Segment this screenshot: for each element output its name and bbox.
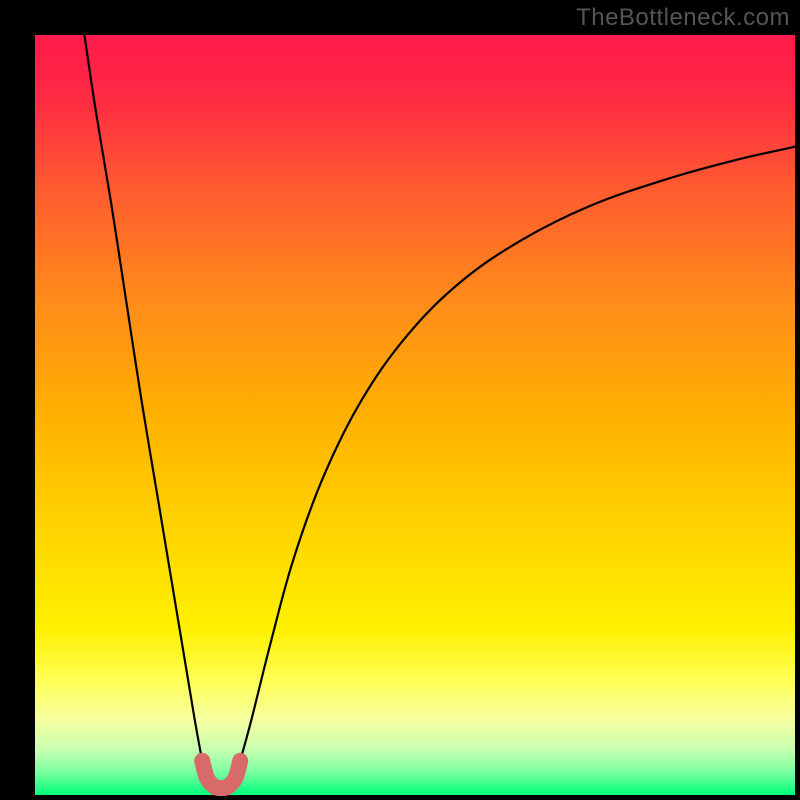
plot-area <box>35 35 795 795</box>
right-curve <box>240 147 795 761</box>
chart-frame: TheBottleneck.com <box>0 0 800 800</box>
watermark-text: TheBottleneck.com <box>576 4 790 32</box>
left-curve <box>84 35 202 761</box>
curve-layer <box>35 35 795 795</box>
trough-marker <box>202 761 240 788</box>
